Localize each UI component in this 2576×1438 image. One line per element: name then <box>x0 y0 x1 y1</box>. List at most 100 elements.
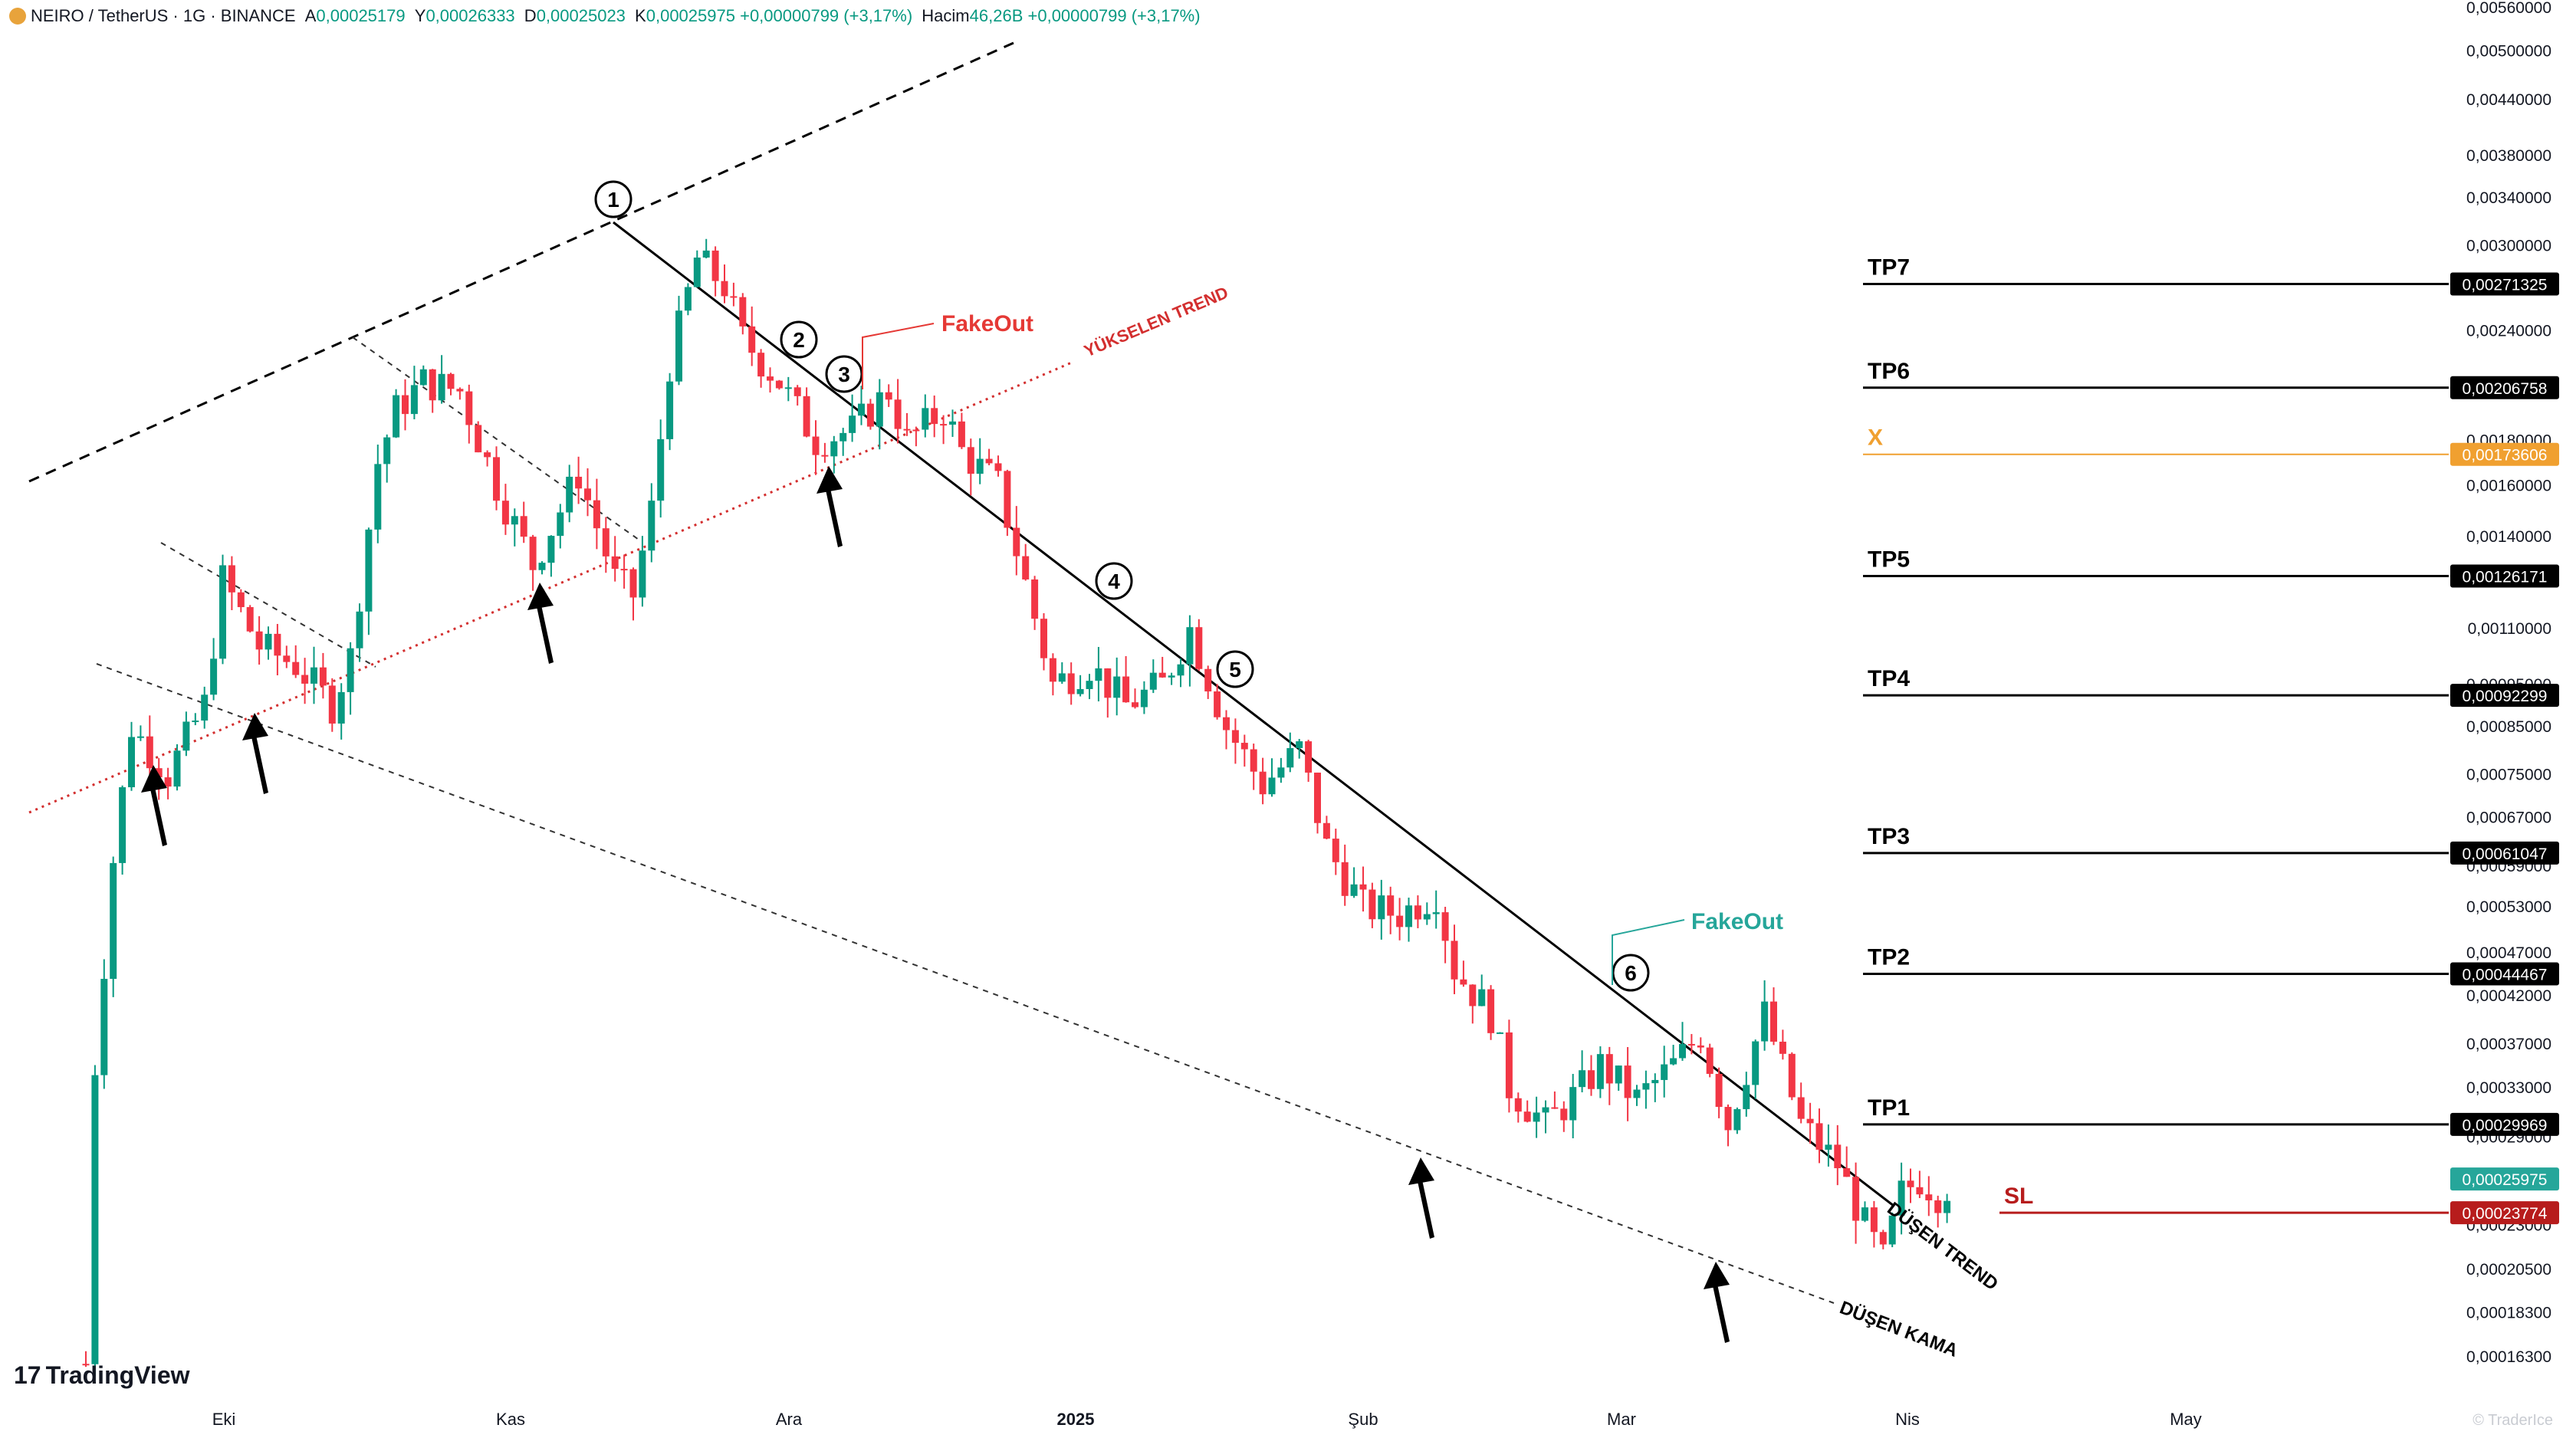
level-price-value: 0,00061047 <box>2463 845 2548 863</box>
candle-up <box>1670 1058 1677 1065</box>
candle-up <box>648 501 656 551</box>
candle-up <box>657 438 665 501</box>
candle-down <box>1158 672 1166 678</box>
candle-down <box>475 425 482 453</box>
candle-down <box>1322 822 1330 839</box>
candle-down <box>1396 915 1404 927</box>
candle-down <box>1879 1232 1887 1245</box>
candle-up <box>511 516 518 525</box>
candle-up <box>1140 689 1148 708</box>
candle-down <box>283 655 291 662</box>
candle-up <box>1861 1207 1868 1221</box>
touch-point-number: 6 <box>1625 961 1637 985</box>
candle-up <box>1579 1070 1586 1088</box>
candle-down <box>1204 668 1212 692</box>
candle-up <box>702 250 710 258</box>
candle-down <box>821 455 829 457</box>
candle-up <box>949 421 956 425</box>
candle-down <box>529 537 537 570</box>
y-tick-label: 0,00110000 <box>2468 620 2551 638</box>
up-arrow-icon <box>527 583 554 664</box>
candle-down <box>328 685 336 724</box>
symbol-header[interactable]: NEIRO / TetherUS · 1G · BINANCE A0,00025… <box>9 6 1201 26</box>
candle-down <box>319 667 327 686</box>
y-tick-label: 0,00067000 <box>2466 809 2551 827</box>
candle-up <box>310 667 317 684</box>
candle-up <box>91 1075 99 1364</box>
candle-down <box>1359 884 1367 890</box>
candle-down <box>931 408 938 425</box>
y-tick-label: 0,00340000 <box>2466 189 2551 207</box>
candle-down <box>82 1364 90 1366</box>
tradingview-logo[interactable]: 17 TradingView <box>14 1361 190 1390</box>
level-label-tp7: TP7 <box>1868 255 1910 281</box>
candle-down <box>1414 905 1421 920</box>
level-price-tag <box>2450 442 2559 466</box>
volume-value: 46,26B <box>969 6 1024 25</box>
up-arrow-icon <box>1408 1157 1434 1239</box>
candle-up <box>1086 681 1093 689</box>
candle-up <box>1378 895 1385 920</box>
rising-trend-label: YÜKSELEN TREND <box>1081 283 1230 361</box>
candle-up <box>557 512 564 537</box>
candle-down <box>1560 1108 1568 1121</box>
level-price-tag <box>2450 272 2559 296</box>
y-tick-label: 0,00500000 <box>2466 42 2551 60</box>
candle-up <box>1944 1200 1951 1213</box>
level-price-value: 0,00173606 <box>2463 447 2548 465</box>
x-tick-label: Eki <box>212 1410 236 1429</box>
candle-down <box>1706 1047 1714 1074</box>
candle-down <box>967 447 974 474</box>
touch-point-number: 3 <box>838 363 850 386</box>
candle-up <box>393 395 400 438</box>
level-price-value: 0,00023774 <box>2463 1205 2548 1223</box>
candle-down <box>1122 676 1130 703</box>
candle-up <box>1277 767 1285 778</box>
candle-down <box>1834 1144 1842 1169</box>
y-tick-label: 0,00053000 <box>2466 898 2551 916</box>
candle-down <box>1624 1065 1631 1098</box>
candle-down <box>894 399 902 429</box>
local-resistance-1 <box>160 542 376 668</box>
candle-up <box>347 648 354 692</box>
level-label-tp6: TP6 <box>1868 359 1910 384</box>
candle-down <box>1368 889 1376 920</box>
candle-up <box>1733 1108 1741 1131</box>
candle-up <box>356 611 363 648</box>
candle-down <box>721 281 728 297</box>
candle-up <box>1888 1215 1896 1245</box>
level-price-tag <box>2450 684 2559 708</box>
candle-down <box>985 458 993 464</box>
candle-up <box>1679 1043 1686 1059</box>
x-tick-label: Kas <box>496 1410 525 1429</box>
candle-down <box>1916 1187 1924 1195</box>
candle-down <box>584 488 591 501</box>
x-tick-label: 2025 <box>1057 1410 1095 1429</box>
close-value: 0,00025975 <box>646 6 735 25</box>
candle-up <box>1569 1087 1577 1121</box>
candle-down <box>1806 1118 1814 1124</box>
y-tick-label: 0,00016300 <box>2466 1348 2551 1366</box>
level-price-value: 0,00092299 <box>2463 688 2548 705</box>
candle-up <box>264 633 272 650</box>
candle-up <box>192 721 199 723</box>
candle-down <box>155 768 163 778</box>
y-tick-label: 0,00140000 <box>2466 528 2551 546</box>
candle-up <box>1113 676 1121 698</box>
candle-up <box>201 694 209 721</box>
symbol-name[interactable]: NEIRO / TetherUS · 1G · BINANCE <box>31 6 296 25</box>
level-price-tag <box>2450 376 2559 399</box>
candle-down <box>1451 941 1458 980</box>
candle-up <box>784 387 792 389</box>
candle-up <box>1268 777 1276 795</box>
candle-down <box>1305 741 1313 773</box>
candle-down <box>1013 527 1020 556</box>
candle-up <box>675 310 682 382</box>
time-axis[interactable]: Eki Kas Ara 2025 Şub Mar Nis May <box>212 1410 2202 1429</box>
level-price-tag <box>2450 1201 2559 1225</box>
candle-down <box>1031 579 1039 619</box>
y-tick-label: 0,00018300 <box>2466 1304 2551 1321</box>
price-axis[interactable]: 0,00560000 0,00500000 0,00440000 0,00380000… <box>2466 0 2551 1366</box>
candle-down <box>1223 717 1230 730</box>
